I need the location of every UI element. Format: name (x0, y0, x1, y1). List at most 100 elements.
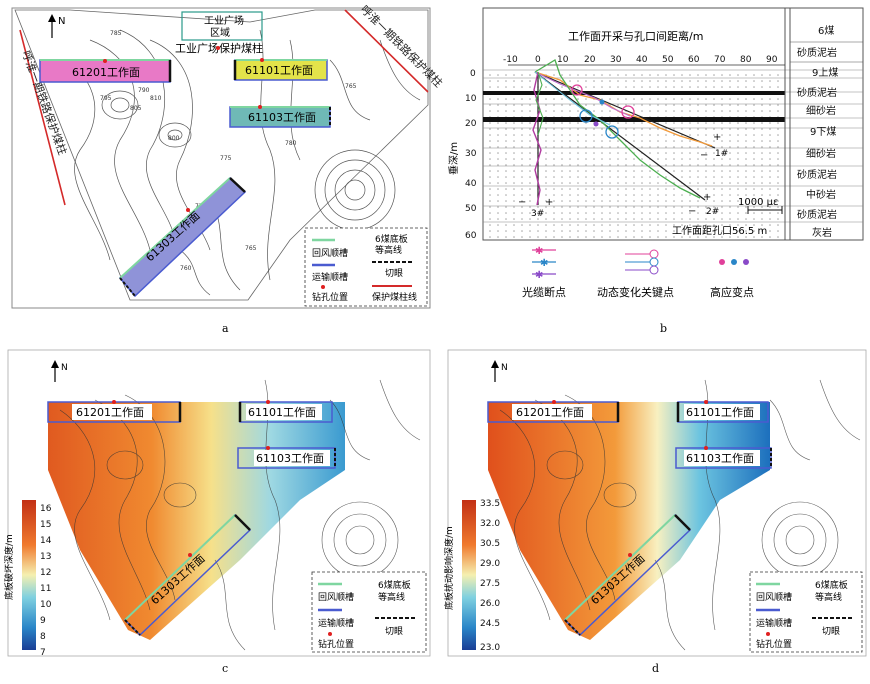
strain-curve-2b (534, 71, 611, 126)
x-tick: 50 (662, 55, 674, 65)
cbar-c-tick: 13 (40, 552, 51, 562)
coal-seam-9upper (483, 91, 785, 95)
high-strain-point (599, 99, 605, 105)
borehole-dot (216, 46, 220, 50)
y-tick: 40 (465, 179, 477, 189)
strain-curve-2 (534, 59, 701, 199)
dynamic-point (605, 125, 619, 139)
cbar-d-tick: 24.5 (480, 619, 500, 629)
pillar-line-right (344, 9, 429, 93)
face-61201: 61201工作面 (39, 59, 172, 83)
colorbar-d (462, 500, 476, 650)
x-tick: 10 (557, 55, 569, 65)
cbar-c-tick: 7 (40, 648, 46, 658)
legend-high-strain-label: 高应变点 (710, 285, 754, 299)
svg-text:✱: ✱ (540, 258, 548, 269)
legend-dynamic-label: 动态变化关键点 (597, 285, 674, 299)
hole-tag-1: 1# (715, 149, 728, 159)
contour-label: 775 (220, 155, 232, 162)
scale-label: 1000 με (738, 197, 778, 208)
strata-fill (483, 70, 785, 240)
svg-text:切眼: 切眼 (822, 626, 840, 637)
contour-label: 800 (168, 135, 180, 142)
strata-label: 9下煤 (810, 125, 836, 138)
legend-haul-label: 运输顺槽 (312, 271, 348, 283)
industrial-zone-label-2: 区域 (210, 26, 230, 39)
contour-label: 765 (345, 83, 357, 90)
face-61201-c-label: 61201工作面 (76, 406, 144, 419)
strata-label: 6煤 (818, 24, 834, 37)
contour-label: 810 (150, 95, 162, 102)
x-tick: 30 (610, 55, 622, 65)
svg-text:运输顺槽: 运输顺槽 (756, 617, 792, 629)
cbar-c-tick: 11 (40, 584, 51, 594)
hole-1 (534, 71, 716, 149)
svg-text:切眼: 切眼 (385, 626, 403, 637)
coal-seam-9lower (483, 117, 785, 122)
strata-label: 灰岩 (812, 226, 832, 239)
face-61101-d-label: 61101工作面 (686, 406, 754, 419)
strata-label: 砂质泥岩 (797, 86, 837, 99)
y-tick: 0 (470, 69, 476, 79)
svg-text:N: N (61, 363, 68, 373)
cbar-c-tick: 9 (40, 616, 46, 626)
panel-d: N 61201工作面 61101工作面 61103工作面 61303工作面 (443, 349, 867, 675)
svg-text:等高线: 等高线 (815, 591, 842, 603)
legend-b: ✱ ✱ ✱ 光缆断点 动态变化关键点 高应变点 (522, 246, 754, 299)
panel-d-caption: d (652, 662, 659, 675)
svg-text:等高线: 等高线 (378, 591, 405, 603)
face-61201-d-label: 61201工作面 (516, 406, 584, 419)
colorbar-c (22, 500, 36, 650)
legend-a: 回风顺槽 运输顺槽 钻孔位置 6煤底板 等高线 切眼 保护煤柱线 (304, 227, 428, 307)
strata-label: 砂质泥岩 (797, 46, 837, 59)
y-tick: 50 (465, 204, 477, 214)
x-tick: 20 (584, 55, 596, 65)
north-arrow-head (48, 14, 56, 22)
cbar-d-tick: 23.0 (480, 643, 500, 653)
face-61101-d: 61101工作面 (676, 401, 769, 423)
face-61103: 61103工作面 (229, 106, 331, 128)
x-tick: 0 (535, 55, 541, 65)
x-tick: 40 (636, 55, 648, 65)
contour-label: 805 (130, 105, 142, 112)
face-61201-c: 61201工作面 (47, 401, 182, 423)
x-tick: 70 (714, 55, 726, 65)
cbar-c-tick: 15 (40, 520, 51, 530)
hole-tag-2: 2# (706, 207, 719, 217)
svg-text:6煤底板: 6煤底板 (378, 579, 411, 591)
hole-2 (534, 71, 706, 201)
cbar-d-tick: 30.5 (480, 539, 500, 549)
industrial-zone (181, 11, 263, 41)
borehole-dot (103, 59, 107, 63)
y-tick: 60 (465, 231, 477, 241)
y-tick: 10 (465, 94, 477, 104)
svg-text:钻孔位置: 钻孔位置 (756, 638, 792, 650)
contour-label: 795 (100, 95, 112, 102)
boreholes (103, 46, 264, 212)
panel-b: 6煤 砂质泥岩 9上煤 砂质泥岩 细砂岩 9下煤 细砂岩 砂质泥岩 中砂岩 砂质… (448, 7, 864, 335)
hole-distance-label: 工作面距孔口56.5 m (672, 225, 767, 237)
face-61103-d: 61103工作面 (675, 447, 772, 469)
x-ticks: -10 0 10 20 30 40 50 60 70 80 90 (503, 55, 778, 65)
x-tick: -10 (503, 55, 518, 65)
panel-a: 785 790 795 800 805 810 775 780 770 765 … (11, 2, 446, 335)
strain-curve-3 (532, 71, 542, 206)
legend-contour-label-2: 等高线 (375, 244, 402, 256)
borehole-dot (186, 208, 190, 212)
strata-label: 细砂岩 (806, 104, 836, 117)
svg-text:钻孔位置: 钻孔位置 (318, 638, 354, 650)
svg-text:✱: ✱ (535, 246, 543, 257)
legend-break-label: 光缆断点 (522, 285, 566, 299)
strata-label: 9上煤 (812, 66, 838, 79)
face-61101-c-label: 61101工作面 (248, 406, 316, 419)
strata-label: 细砂岩 (806, 147, 836, 160)
cbar-d-tick: 33.5 (480, 499, 500, 509)
face-61103-label: 61103工作面 (248, 111, 316, 124)
svg-text:✱: ✱ (535, 270, 543, 281)
y-tick: 20 (465, 119, 477, 129)
panel-a-caption: a (222, 322, 229, 335)
svg-text:−: − (700, 150, 708, 161)
contour-label: 785 (110, 30, 122, 37)
strata-label: 中砂岩 (806, 188, 836, 201)
